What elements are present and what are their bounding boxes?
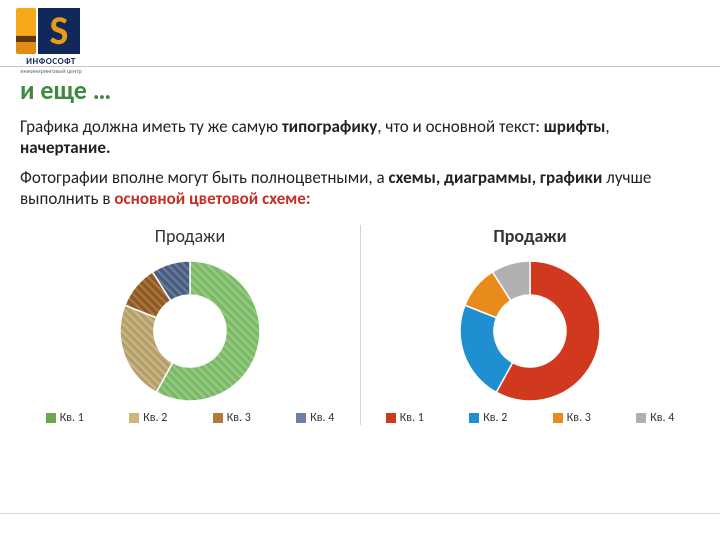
footer-divider [0, 513, 720, 514]
legend-label: Кв. 3 [227, 411, 251, 425]
legend-left: Кв. 1 Кв. 2 Кв. 3 Кв. 4 [26, 411, 354, 425]
legend-swatch [129, 413, 139, 423]
chart-right-title: Продажи [366, 225, 694, 247]
legend-item: Кв. 1 [386, 411, 424, 425]
legend-swatch [636, 413, 646, 423]
legend-item: Кв. 2 [469, 411, 507, 425]
legend-label: Кв. 1 [60, 411, 84, 425]
legend-label: Кв. 4 [310, 411, 334, 425]
legend-item: Кв. 2 [129, 411, 167, 425]
legend-label: Кв. 2 [143, 411, 167, 425]
legend-label: Кв. 1 [400, 411, 424, 425]
legend-label: Кв. 3 [567, 411, 591, 425]
donut-left-svg [100, 253, 280, 403]
chart-left: Продажи Кв. 1 Кв. 2 Кв. 3 Кв. 4 [20, 221, 360, 429]
legend-item: Кв. 3 [553, 411, 591, 425]
donut-right-svg [440, 253, 620, 403]
legend-swatch [553, 413, 563, 423]
legend-swatch [213, 413, 223, 423]
page-title: и еще … [20, 74, 700, 106]
body-text: Графика должна иметь ту же самую типогра… [20, 116, 700, 209]
legend-item: Кв. 3 [213, 411, 251, 425]
legend-swatch [296, 413, 306, 423]
top-divider [0, 66, 720, 67]
logo-s-letter: S [38, 8, 80, 54]
logo-i-bar [16, 8, 36, 54]
legend-right: Кв. 1 Кв. 2 Кв. 3 Кв. 4 [366, 411, 694, 425]
legend-item: Кв. 1 [46, 411, 84, 425]
legend-swatch [469, 413, 479, 423]
chart-right: Продажи Кв. 1 Кв. 2 Кв. 3 Кв. 4 [360, 221, 700, 429]
legend-label: Кв. 4 [650, 411, 674, 425]
legend-item: Кв. 4 [636, 411, 674, 425]
legend-item: Кв. 4 [296, 411, 334, 425]
logo: S ИНФОСОФТ инжиниринговый центр [16, 8, 86, 75]
chart-left-title: Продажи [26, 225, 354, 247]
legend-label: Кв. 2 [483, 411, 507, 425]
charts-row: Продажи Кв. 1 Кв. 2 Кв. 3 Кв. 4 Продажи Кв.… [20, 221, 700, 429]
legend-swatch [386, 413, 396, 423]
legend-swatch [46, 413, 56, 423]
